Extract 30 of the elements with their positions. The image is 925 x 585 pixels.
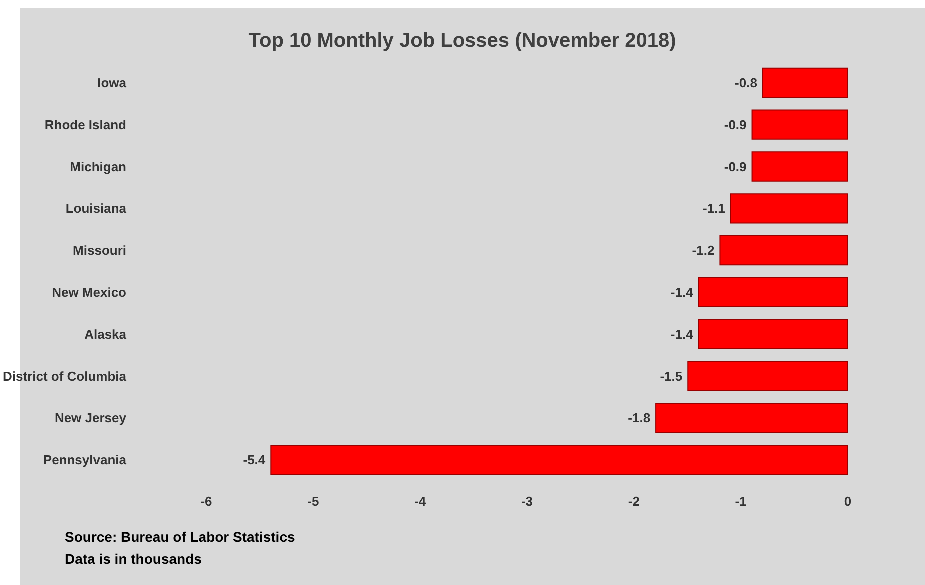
data-label: -5.4 [243, 452, 266, 468]
data-label: -0.9 [724, 159, 747, 174]
y-tick-label: Rhode Island [44, 117, 127, 132]
y-tick-label: Iowa [98, 75, 128, 90]
x-tick-label: -5 [308, 494, 320, 509]
data-label: -0.9 [724, 117, 747, 132]
data-label: -1.2 [692, 243, 715, 258]
y-tick-label: New Jersey [54, 410, 128, 426]
chart-title: Top 10 Monthly Job Losses (November 2018) [248, 30, 676, 52]
data-label: -1.8 [628, 410, 651, 426]
x-tick-label: -6 [200, 494, 212, 509]
x-tick-label: -4 [414, 494, 427, 509]
data-label: -1.4 [670, 326, 694, 342]
data-label: -1.4 [670, 284, 694, 300]
y-tick-label: District of Columbia [2, 368, 128, 384]
y-tick-label: New Mexico [52, 284, 127, 300]
x-tick-label: -3 [521, 494, 534, 509]
y-tick-label: Missouri [73, 243, 127, 258]
data-label: -1.1 [702, 201, 726, 216]
y-tick-label: Michigan [70, 159, 127, 174]
y-tick-label: Alaska [84, 326, 128, 342]
y-tick-label: Pennsylvania [43, 452, 128, 468]
x-tick-label: -2 [628, 494, 640, 509]
x-tick-label: -1 [735, 494, 747, 509]
y-tick-label: Louisiana [66, 201, 128, 216]
data-label: -0.8 [735, 75, 758, 90]
data-label: -1.5 [660, 368, 683, 384]
source-note: Source: Bureau of Labor Statistics [65, 529, 296, 545]
x-tick-label: 0 [844, 494, 852, 509]
text: Data is in thousands [65, 551, 202, 567]
